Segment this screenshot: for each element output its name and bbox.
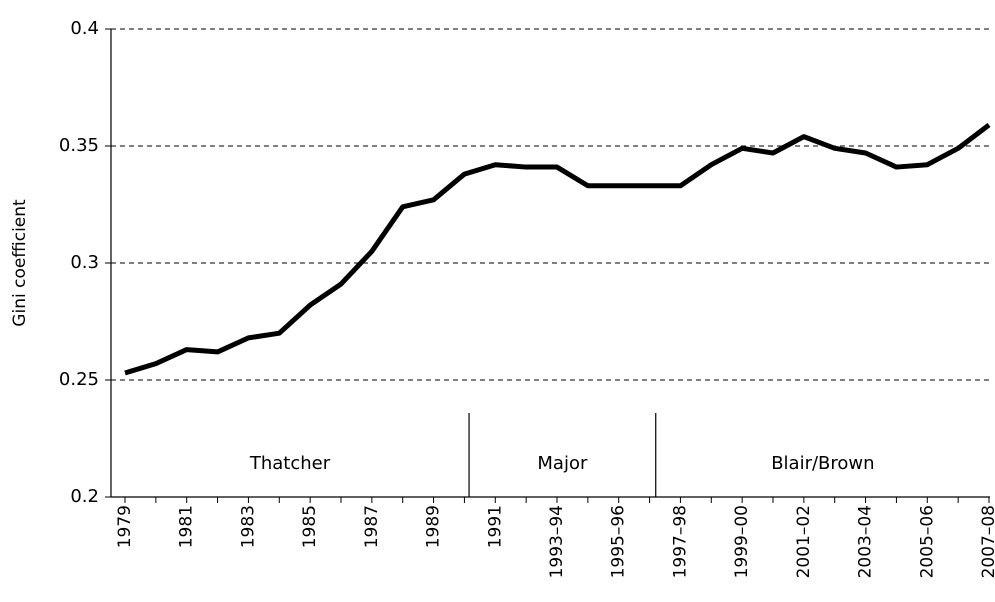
y-axis-label: Gini coefficient (10, 199, 30, 327)
y-tick-label: 0.4 (70, 18, 99, 39)
x-tick-label: 1989 (424, 505, 444, 548)
x-tick-label: 1985 (300, 505, 320, 548)
period-label: Major (537, 453, 588, 474)
y-tick-label: 0.3 (70, 252, 99, 273)
period-label: Blair/Brown (771, 453, 874, 474)
x-tick-label: 2001–02 (794, 505, 814, 578)
y-tick-label: 0.25 (59, 369, 99, 390)
x-tick-label: 1999–00 (732, 505, 752, 578)
x-tick-label: 2003–04 (856, 505, 876, 578)
x-tick-label: 2007–08 (979, 505, 995, 578)
y-tick-label: 0.35 (59, 135, 99, 156)
data-line (124, 122, 991, 376)
x-tick-label: 1979 (115, 505, 135, 548)
x-tick-label: 1987 (362, 505, 382, 548)
y-tick-label: 0.2 (70, 486, 99, 507)
x-tick-label: 2005–06 (917, 505, 937, 578)
x-tick-label: 1993–94 (547, 505, 567, 578)
period-label: Thatcher (249, 453, 331, 474)
x-tick-label: 1981 (177, 505, 197, 548)
x-tick-label: 1991 (485, 505, 505, 548)
x-tick-label: 1983 (238, 505, 258, 548)
x-tick-label: 1997–98 (670, 505, 690, 578)
x-tick-label: 1995–96 (609, 505, 629, 578)
